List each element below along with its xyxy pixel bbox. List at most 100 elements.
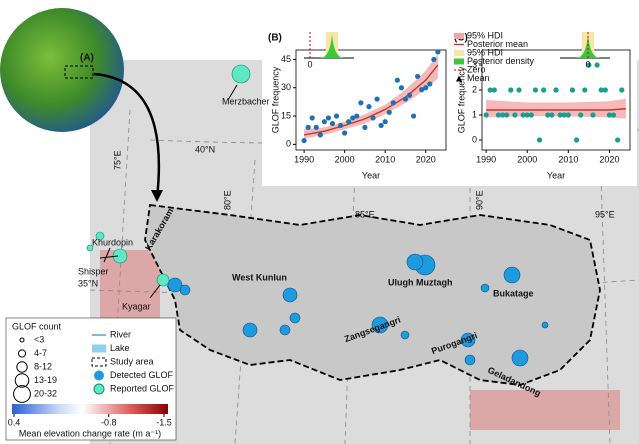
inset-tick-label: 0 [307, 59, 312, 69]
data-point [615, 137, 621, 143]
map-label: 95°E [595, 209, 615, 219]
data-point [487, 87, 493, 93]
data-point [549, 112, 555, 118]
data-point [390, 100, 396, 106]
data-point [419, 87, 425, 93]
data-point [410, 113, 417, 119]
y-tick-label: 1 [472, 109, 477, 119]
data-point [346, 119, 352, 125]
data-point [337, 122, 344, 129]
legend-symbol [94, 370, 104, 381]
link-arrowhead [151, 190, 163, 202]
y-tick-label: 0 [472, 134, 477, 144]
data-point [325, 115, 332, 121]
colorbar [12, 404, 168, 414]
data-point [406, 92, 413, 98]
y-tick-label: 15 [281, 110, 291, 120]
data-point [520, 112, 526, 118]
mean-line [486, 108, 626, 111]
data-point [333, 113, 340, 119]
data-point [590, 112, 596, 118]
mean-line [303, 64, 439, 136]
data-point [382, 119, 388, 125]
data-point [573, 137, 580, 143]
colorbar-label: -1.5 [156, 417, 172, 427]
x-axis-label: Year [362, 170, 380, 180]
map-label: 40°N [195, 144, 215, 154]
legend-swatch [454, 50, 464, 56]
map-label: 75°E [112, 150, 122, 170]
detected-glofs [167, 253, 549, 367]
region-label: West Kunlun [232, 272, 287, 282]
reported-glofs [86, 64, 251, 287]
data-point [504, 112, 510, 118]
size-label: 8-12 [34, 361, 52, 371]
data-point [301, 137, 307, 144]
x-axis-label: Year [547, 170, 565, 180]
data-point [532, 87, 539, 93]
data-point [378, 122, 384, 129]
x-tick-label: 2000 [517, 154, 537, 164]
x-tick-label: 2010 [558, 154, 578, 164]
data-point [350, 115, 356, 121]
legend-label: Detected GLOF [110, 370, 174, 380]
data-point [321, 119, 327, 125]
legend-symbol [93, 383, 105, 395]
data-point [427, 81, 433, 87]
map-label: Shisper [78, 266, 109, 276]
colorbar-label: -0.8 [101, 417, 117, 427]
data-point [362, 124, 368, 130]
data-point [594, 62, 600, 68]
data-point [565, 112, 571, 118]
data-point [317, 132, 323, 138]
size-label: 20-32 [34, 388, 57, 398]
data-point [423, 85, 429, 91]
map-label: Merzbacher [222, 96, 270, 106]
data-point [553, 87, 559, 93]
globe [0, 8, 124, 132]
map-label: 90°E [474, 190, 484, 210]
data-point [483, 112, 489, 118]
map-label: 85°E [355, 209, 375, 219]
data-point [366, 104, 372, 110]
data-point [342, 130, 348, 136]
data-point [358, 100, 364, 106]
data-point [541, 87, 547, 93]
data-point [561, 112, 567, 118]
data-point [536, 137, 543, 143]
legend-swatch [454, 58, 464, 65]
data-point [499, 112, 506, 118]
data-point [598, 87, 604, 93]
chart-legend-label: Mean [467, 73, 490, 83]
data-point [569, 87, 576, 93]
size-label: <3 [34, 334, 44, 344]
size-label: 4-7 [34, 348, 47, 358]
data-point [508, 87, 514, 93]
colorbar-label: 0.4 [8, 417, 21, 427]
data-point [512, 112, 518, 118]
map-label: Khurdopin [92, 237, 133, 247]
y-tick-label: 45 [281, 54, 291, 64]
chart-legend-label: Zero [467, 64, 486, 74]
study-area [144, 203, 601, 386]
data-point [602, 87, 608, 93]
legend-title: GLOF count [12, 321, 62, 331]
data-point [524, 112, 530, 118]
data-point [329, 120, 336, 127]
data-point [545, 112, 551, 118]
size-symbol [19, 337, 25, 343]
data-point [305, 124, 311, 130]
y-tick-label: 0 [286, 139, 291, 149]
data-point [619, 87, 625, 93]
region-label: Ulugh Muztagh [388, 277, 453, 287]
x-tick-label: 1990 [476, 154, 496, 164]
x-tick-label: 2020 [599, 154, 619, 164]
y-tick-label: 3 [472, 59, 477, 69]
data-point [394, 77, 400, 83]
panel-label: (A) [80, 53, 94, 64]
plot-frame [481, 49, 631, 151]
region-label: Bukatage [493, 288, 534, 298]
size-symbol [13, 385, 31, 403]
x-tick-label: 1990 [294, 154, 314, 164]
data-point [309, 115, 315, 121]
